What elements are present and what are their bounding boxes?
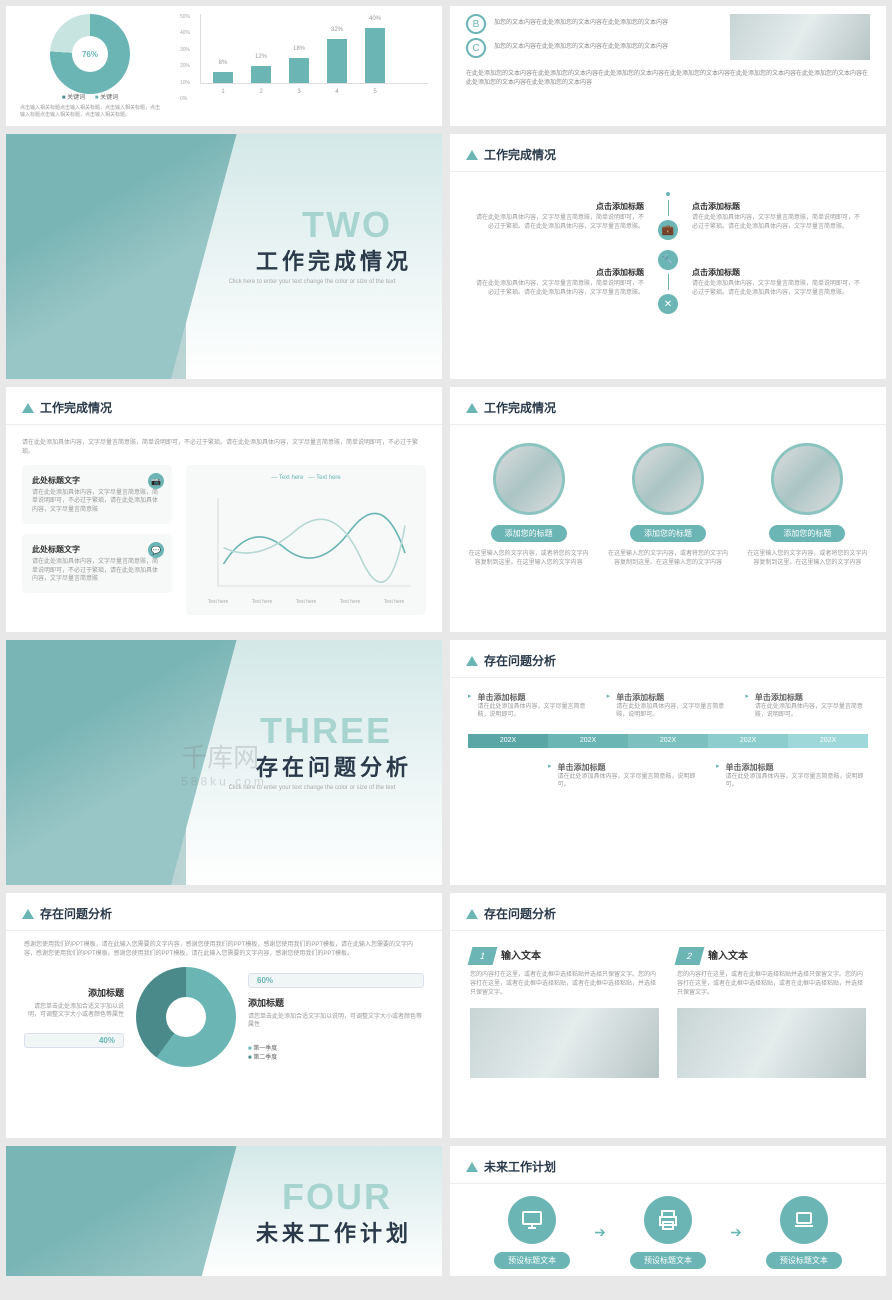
slide-12: 未来工作计划 预设标题文本 ➔ 预设标题文本 ➔ 预设标题文本 bbox=[450, 1146, 886, 1276]
pill-1: 添加您的标题 bbox=[491, 525, 567, 542]
section-num: FOUR bbox=[282, 1176, 392, 1218]
circle-b: B bbox=[466, 14, 486, 34]
slide-10: 存在问题分析 1输入文本 您的内容打在这里，或者在此框中选择粘贴并选择只保留文字… bbox=[450, 893, 886, 1138]
triangle-icon bbox=[466, 150, 478, 160]
photo-1 bbox=[470, 1008, 659, 1078]
legend-text: 点击输入相关标题点击输入相关标题，点击输入相关标题，点击输入标题点击输入相关标题… bbox=[20, 105, 160, 119]
pill-3: 添加您的标题 bbox=[769, 525, 845, 542]
card-1: 此处标题文字 请在此处添加具体内容，文字尽量言简意赅，简单说明即可，不必过于繁琐… bbox=[22, 465, 172, 524]
slide-1: 76% ■ 关键词 ■ 关键词 点击输入相关标题点击输入相关标题，点击输入相关标… bbox=[6, 6, 442, 126]
arrow-icon: ➔ bbox=[594, 1224, 606, 1241]
slide-4: 工作完成情况 点击添加标题请在此处添加具体内容，文字尽量言简意赅，简单说明即可，… bbox=[450, 134, 886, 379]
pct-40: 40% bbox=[24, 1033, 124, 1048]
triangle-icon bbox=[22, 403, 34, 413]
section-title: 存在问题分析 bbox=[256, 750, 412, 782]
section-three: THREE 存在问题分析 Click here to enter your te… bbox=[6, 640, 442, 885]
triangle-icon bbox=[466, 403, 478, 413]
triangle-icon bbox=[466, 656, 478, 666]
triangle-icon bbox=[466, 909, 478, 919]
printer-icon bbox=[644, 1196, 692, 1244]
footer-text: 在此处添加您的文本内容在此处添加您的文本内容在此处添加您的文本内容在此处添加您的… bbox=[466, 70, 870, 88]
arrow-icon: ➔ bbox=[730, 1224, 742, 1241]
section-four: FOUR 未来工作计划 bbox=[6, 1146, 442, 1276]
slide-2: B加您的文本内容在此处添加您的文本内容在此处添加您的文本内容 C加您的文本内容在… bbox=[450, 6, 886, 126]
bar-chart: 8%1 12%2 18%3 32%4 40%5 bbox=[200, 14, 428, 84]
pill-2: 添加您的标题 bbox=[630, 525, 706, 542]
circle-c: C bbox=[466, 38, 486, 58]
section-num: THREE bbox=[260, 710, 392, 752]
donut-pct: 76% bbox=[72, 36, 108, 72]
section-num: TWO bbox=[302, 204, 392, 246]
circle-photo-1 bbox=[493, 443, 565, 515]
slide-9: 存在问题分析 感谢您使用我们的PPT模板，请在此输入您需要的文字内容，感谢您使用… bbox=[6, 893, 442, 1138]
wrench-icon: 🔧 bbox=[658, 250, 678, 270]
laptop-icon bbox=[780, 1196, 828, 1244]
photo-2 bbox=[677, 1008, 866, 1078]
slide-8: 存在问题分析 ▸单击添加标题请在此处添加具体内容，文字尽量言简意赅，说明即可。 … bbox=[450, 640, 886, 885]
section-title: 未来工作计划 bbox=[256, 1216, 412, 1248]
circle-photo-2 bbox=[632, 443, 704, 515]
briefcase-icon: 💼 bbox=[658, 220, 678, 240]
slides-grid: 76% ■ 关键词 ■ 关键词 点击输入相关标题点击输入相关标题，点击输入相关标… bbox=[0, 0, 892, 1282]
tools-icon: ✕ bbox=[658, 294, 678, 314]
triangle-icon bbox=[466, 1162, 478, 1172]
monitor-icon bbox=[508, 1196, 556, 1244]
photo-placeholder bbox=[730, 14, 870, 60]
slide-6: 工作完成情况 添加您的标题 在这里输入您的文字内容，或者将您的文字内容复制到这里… bbox=[450, 387, 886, 632]
section-two: TWO 工作完成情况 Click here to enter your text… bbox=[6, 134, 442, 379]
slide-5: 工作完成情况 请在此处添加具体内容，文字尽量言简意赅，简单说明即可，不必过于繁琐… bbox=[6, 387, 442, 632]
triangle-icon bbox=[22, 909, 34, 919]
circle-photo-3 bbox=[771, 443, 843, 515]
card-2: 此处标题文字 请在此处添加具体内容，文字尽量言简意赅，简单说明即可，不必过于繁琐… bbox=[22, 534, 172, 593]
timeline: 202X 202X 202X 202X 202X bbox=[468, 734, 868, 748]
line-chart bbox=[196, 487, 416, 597]
pct-60: 60% bbox=[248, 973, 424, 988]
section-title: 工作完成情况 bbox=[256, 244, 412, 276]
